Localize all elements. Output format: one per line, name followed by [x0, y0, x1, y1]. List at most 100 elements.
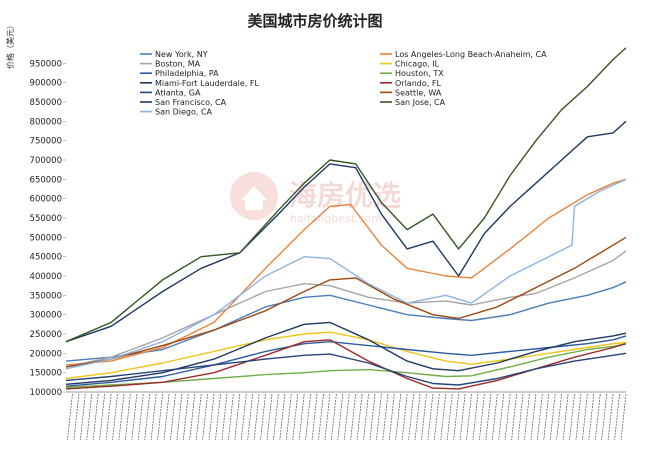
y-tick-label: 350000 [30, 291, 62, 301]
legend-label: Los Angeles-Long Beach-Anaheim, CA [395, 50, 547, 59]
x-tick-label-mark [79, 393, 86, 441]
x-tick-label-mark [318, 393, 324, 441]
x-tick-label-mark [498, 393, 505, 441]
x-tick-label-mark [446, 393, 453, 441]
y-tick-label: 450000 [30, 253, 62, 263]
x-tick-label-mark [466, 393, 472, 441]
legend-label: Houston, TX [395, 69, 444, 78]
x-tick-label-mark [330, 393, 337, 441]
x-tick-label-mark [305, 393, 311, 441]
x-tick-label-mark [202, 393, 208, 441]
series-line-0 [65, 281, 627, 362]
x-tick-label-mark [170, 393, 176, 441]
y-tick-label: 250000 [30, 330, 62, 340]
series-line-2 [65, 250, 627, 368]
x-tick-label-mark [524, 393, 530, 441]
x-tick-label-mark [157, 393, 163, 441]
x-tick-label-mark [253, 393, 260, 441]
x-tick-label-mark [388, 393, 395, 441]
x-tick-label-mark [311, 393, 318, 441]
legend: New York, NY Los Angeles-Long Beach-Anahe… [140, 50, 547, 117]
x-tick-label-mark [105, 393, 112, 441]
y-axis-label: 价格（美元） [5, 21, 15, 69]
x-tick-label-mark [511, 393, 517, 441]
y-tick-label: 600000 [30, 195, 62, 205]
series-layer [65, 47, 627, 390]
x-tick-label-mark [247, 393, 254, 441]
x-tick-label-mark [620, 393, 627, 441]
y-tick-label: 550000 [30, 214, 62, 224]
y-tick-label: 100000 [30, 388, 62, 398]
x-tick-label-mark [433, 393, 440, 441]
x-tick-label-mark [536, 393, 543, 441]
x-tick-label-mark [292, 393, 299, 441]
x-tick-label-mark [118, 393, 125, 441]
watermark-house-icon [241, 186, 267, 210]
legend-label: Atlanta, GA [155, 88, 201, 97]
chart-title: 美国城市房价统计图 [247, 12, 382, 30]
x-tick-label-mark [150, 393, 157, 441]
x-tick-label-mark [266, 393, 273, 441]
y-tick-label: 700000 [30, 156, 62, 166]
x-tick-label-mark [582, 393, 588, 441]
x-tick-label-mark [549, 393, 556, 441]
series-line-10 [65, 120, 627, 343]
x-tick-label-mark [363, 393, 369, 441]
watermark: 海房优选 haifangbest.com [230, 172, 401, 225]
y-tick-label: 150000 [30, 369, 62, 379]
x-tick-label-mark [614, 393, 620, 441]
x-tick-label-mark [260, 393, 266, 441]
x-tick-label-mark [279, 393, 286, 441]
series-line-7 [65, 339, 627, 390]
x-tick-label-mark [427, 393, 434, 441]
legend-label: Seattle, WA [395, 88, 442, 97]
watermark-logo-icon [230, 172, 278, 220]
x-tick-label-mark [569, 393, 575, 441]
legend-label: Chicago, IL [395, 60, 440, 69]
x-tick-label-mark [382, 393, 389, 441]
x-tick-label-mark [144, 393, 151, 441]
x-tick-label-mark [401, 393, 408, 441]
x-tick-label-mark [601, 393, 608, 441]
axes: 100000 150000 200000 250000 300000 350000 4000… [30, 59, 627, 441]
y-tick-label: 650000 [30, 175, 62, 185]
legend-label: New York, NY [155, 50, 208, 59]
x-tick-label-mark [575, 393, 582, 441]
x-tick-label-mark [234, 393, 241, 441]
legend-label: Orlando, FL [395, 79, 441, 88]
legend-label: Boston, MA [155, 60, 201, 69]
x-tick-label-mark [137, 393, 144, 441]
x-tick-label-mark [208, 393, 215, 441]
x-tick-label-mark [543, 393, 550, 441]
x-tick-label-mark [92, 393, 99, 441]
y-tick-label: 950000 [30, 59, 62, 69]
series-line-9 [65, 236, 627, 368]
x-tick-label-mark [221, 393, 228, 441]
x-tick-label-mark [453, 393, 459, 441]
y-tick-label: 900000 [30, 79, 62, 89]
x-tick-label-mark [408, 393, 414, 441]
watermark-name: 海房优选 [289, 179, 401, 212]
x-tick-label-mark [324, 393, 331, 441]
x-tick-label-mark [285, 393, 292, 441]
x-tick-label-mark [517, 393, 524, 441]
y-tick-label: 400000 [30, 272, 62, 282]
x-tick-label-mark [485, 393, 492, 441]
legend-label: Miami-Fort Lauderdale, FL [155, 79, 260, 88]
x-tick-label-mark [73, 393, 80, 441]
series-line-8 [65, 352, 627, 386]
y-tick-label: 800000 [30, 117, 62, 127]
legend-label: Philadelphia, PA [155, 69, 219, 78]
x-tick-label-mark [163, 393, 170, 441]
x-tick-label-mark [479, 393, 485, 441]
x-tick-label-mark [369, 393, 376, 441]
legend-label: San Jose, CA [395, 98, 446, 107]
legend-label: San Diego, CA [155, 108, 213, 117]
x-tick-label-mark [176, 393, 183, 441]
x-tick-label-mark [337, 393, 344, 441]
x-tick-label-mark [343, 393, 350, 441]
series-line-5 [65, 343, 627, 389]
series-line-11 [65, 47, 627, 343]
